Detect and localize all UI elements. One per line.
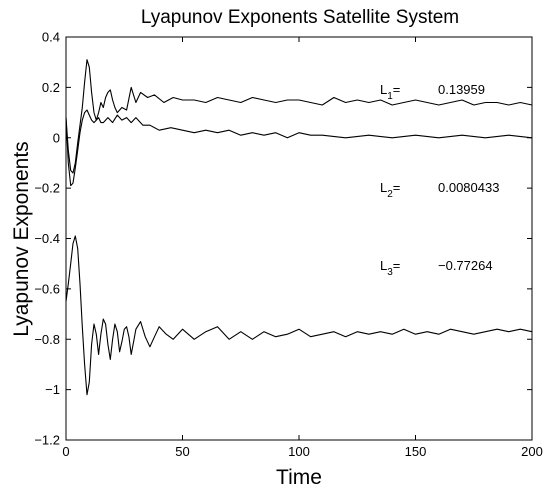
- annotation-l2-eq: =: [393, 180, 401, 195]
- y-axis-ticks: 0.4 0.2 0 −0.2 −0.4 −0.6 −0.8 −1 −1.2: [34, 30, 532, 448]
- y-tick-label: −1.2: [34, 433, 60, 448]
- y-tick-label: −1: [45, 382, 60, 397]
- chart-title: Lyapunov Exponents Satellite System: [141, 7, 459, 28]
- y-tick-label: 0.2: [42, 80, 60, 95]
- annotation-l1-value: 0.13959: [438, 82, 485, 97]
- y-tick-label: 0: [53, 130, 60, 145]
- annotation-l2-value: 0.0080433: [438, 180, 499, 195]
- svg-text:L1=: L1=: [380, 82, 400, 102]
- y-tick-label: 0.4: [42, 30, 60, 45]
- annotation-l3-eq: =: [393, 258, 401, 273]
- plot-frame: [65, 36, 533, 441]
- x-tick-label: 150: [405, 444, 427, 459]
- series-layer: [65, 59, 533, 396]
- annotation-l3-base: L: [380, 258, 387, 273]
- x-tick-label: 100: [288, 444, 310, 459]
- annotation-l3-sub: 3: [387, 267, 393, 278]
- series-line-3: [65, 235, 533, 396]
- x-axis-ticks: 0 50 100 150 200: [62, 37, 543, 459]
- annotation-l1-base: L: [380, 82, 387, 97]
- y-tick-label: −0.4: [34, 231, 60, 246]
- x-axis-label: Time: [276, 466, 322, 489]
- svg-text:L2=: L2=: [380, 180, 400, 200]
- svg-text:L3=: L3=: [380, 258, 400, 278]
- annotation-l3: L3= −0.77264: [380, 258, 493, 278]
- y-axis-label: Lyapunov Exponents: [10, 141, 33, 336]
- annotation-l1-sub: 1: [387, 91, 393, 102]
- series-line-1: [65, 59, 533, 174]
- annotation-l1: L1= 0.13959: [380, 82, 485, 102]
- series-line-2: [65, 109, 533, 187]
- annotation-l2-sub: 2: [387, 189, 393, 200]
- x-tick-label: 0: [62, 444, 69, 459]
- annotation-l2-base: L: [380, 180, 387, 195]
- x-tick-label: 200: [521, 444, 543, 459]
- annotation-l1-eq: =: [393, 82, 401, 97]
- annotation-l2: L2= 0.0080433: [380, 180, 499, 200]
- y-tick-label: −0.6: [34, 281, 60, 296]
- y-tick-label: −0.2: [34, 181, 60, 196]
- y-tick-label: −0.8: [34, 332, 60, 347]
- x-tick-label: 50: [175, 444, 189, 459]
- annotation-l3-value: −0.77264: [438, 258, 493, 273]
